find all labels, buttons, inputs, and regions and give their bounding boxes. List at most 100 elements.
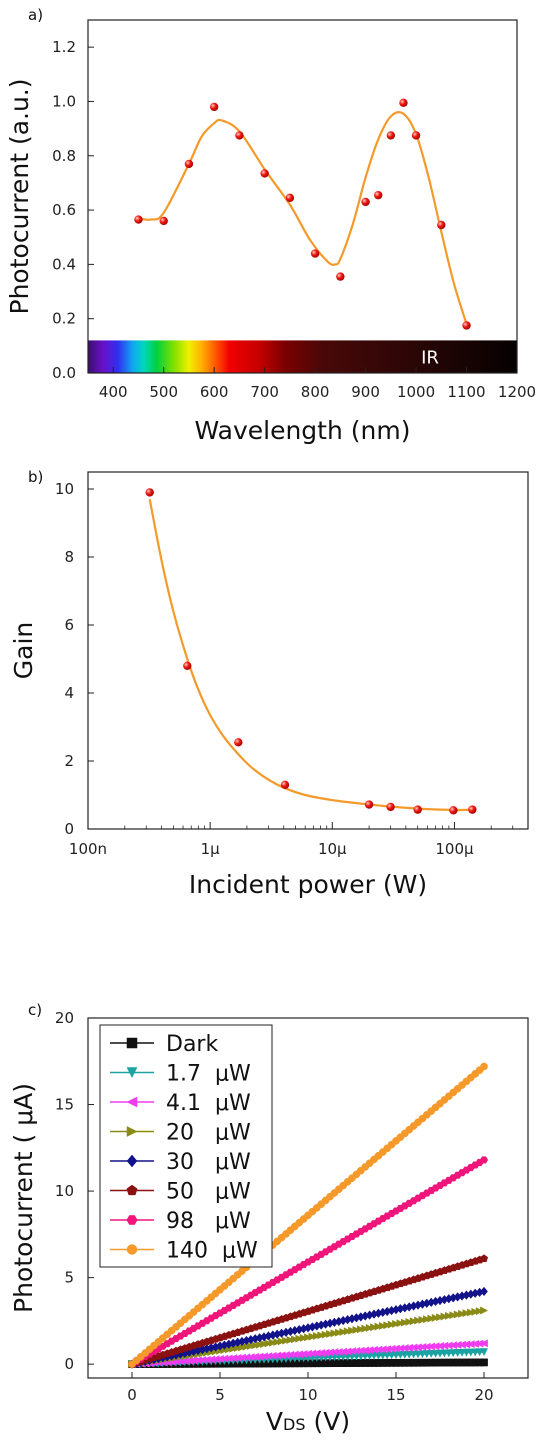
data-point [386,802,395,812]
legend-label: 140 μW [166,1239,258,1264]
data-point [183,661,192,670]
series-marker [273,1338,282,1347]
data-point [462,321,471,330]
y-tick-label: 0.6 [52,201,76,219]
y-tick-label: 1.2 [52,38,76,56]
data-point [209,102,219,112]
series-marker [378,1321,387,1330]
legend-item: 20 μW [110,1121,251,1146]
data-point [145,488,154,497]
x-tick-label: 1μ [201,840,221,858]
legend-box [99,1024,273,1268]
x-tick-label: 700 [250,383,279,401]
series-marker [383,1321,392,1330]
panel-a-axes-frame [87,19,518,374]
legend-item: 1.7 μW [110,1062,251,1087]
series-marker [277,1337,286,1346]
legend-item: 50 μW [110,1180,251,1205]
y-tick-label: 0.4 [52,255,76,273]
panel-b-gain: b) 100n 1μ 10μ 100μ 0 2 4 6 8 10 Incident power (… [9,468,529,899]
series-marker [334,1328,343,1337]
series-marker [126,1244,138,1255]
x-tick-label: 600 [200,383,229,401]
data-point [413,805,422,814]
series-marker [392,1319,401,1328]
y-tick-label: 0.8 [52,147,76,165]
series-marker [480,1286,488,1297]
series-marker [260,1340,269,1349]
series-marker [126,1037,138,1049]
legend-label: 98 μW [166,1209,251,1234]
series-marker [409,1317,418,1326]
y-tick-label: 15 [55,1096,74,1114]
series-marker [480,1358,488,1367]
y-tick-label: 0.2 [52,310,76,328]
panel-a-x-axis-label: Wavelength (nm) [195,416,411,445]
legend-item: 98 μW [110,1209,251,1234]
legend-item: 30 μW [110,1150,251,1175]
series-marker [330,1329,339,1338]
panel-c-axes-frame [87,1017,529,1379]
series-marker [126,1067,138,1079]
series-marker [387,1320,396,1329]
panel-a-y-axis-label: Photocurrent (a.u.) [5,78,34,314]
x-tick-label: 0 [127,1386,137,1404]
y-tick-label: 1.0 [52,92,76,110]
y-tick-label: 8 [64,548,74,566]
panel-a-ticks: 400 500 600 700 800 900 1000 1100 1200 0.0 0.2 0.4 0… [52,38,536,401]
series-marker [466,1308,475,1317]
series-marker [449,1311,458,1320]
series-marker [436,1313,445,1322]
panel-b-fit-curve [148,498,473,812]
series-marker [321,1330,330,1339]
panel-c-legend: Dark 1.7 μW 4.1 μW 20 μW 30 μW 50 μW 98 μW 140 … [99,1024,273,1268]
panel-a-fit-curve [138,111,468,325]
series-marker [458,1309,467,1318]
series-marker [317,1331,326,1340]
x-tick-label: 5 [215,1386,225,1404]
series-marker [414,1316,423,1325]
panel-a-label: a) [28,6,43,24]
series-marker [475,1307,484,1316]
x-tick-label: 10μ [318,840,347,858]
data-point [234,738,243,747]
data-point [336,272,345,281]
panel-a-data-points [134,98,471,330]
panel-c-iv-curves: c) 0 5 10 15 20 0 5 10 15 20 Dark 1.7 μW 4.1 μW 20 μ… [9,1001,529,1436]
series-marker [453,1310,462,1319]
x-tick-label: 500 [149,383,178,401]
x-tick-label: 900 [351,383,380,401]
series-marker [264,1339,273,1348]
panel-b-label: b) [28,468,43,486]
panel-c-x-label-sub: DS [283,1415,305,1434]
series-marker [462,1309,471,1318]
series-50w [127,1254,489,1368]
data-point [374,190,383,200]
x-tick-label: 15 [386,1386,405,1404]
series-marker [251,1341,260,1350]
series-marker [308,1332,317,1341]
series-98w [127,1156,489,1368]
x-tick-label: 100μ [435,840,474,858]
series-marker [126,1096,138,1108]
x-tick-label: 10 [298,1386,317,1404]
data-point [260,169,269,178]
series-marker [299,1333,308,1343]
y-tick-label: 4 [64,684,74,702]
y-tick-label: 0 [64,820,74,838]
series-marker [479,1254,489,1263]
panel-a-spectrum-band [88,340,517,373]
y-tick-label: 10 [55,1182,74,1200]
y-tick-label: 6 [64,616,74,634]
series-marker [282,1336,291,1345]
panel-c-ticks: 0 5 10 15 20 0 5 10 15 20 [55,1009,494,1404]
legend-label: 30 μW [166,1150,251,1175]
series-marker [304,1333,313,1342]
panel-c-label: c) [28,1001,42,1019]
data-point [411,131,421,140]
x-tick-label: 20 [474,1386,493,1404]
data-point [285,193,295,203]
series-marker [479,1339,488,1348]
series-marker [268,1338,277,1347]
series-marker [440,1312,449,1321]
